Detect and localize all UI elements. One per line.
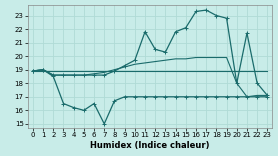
X-axis label: Humidex (Indice chaleur): Humidex (Indice chaleur) [90,141,210,150]
